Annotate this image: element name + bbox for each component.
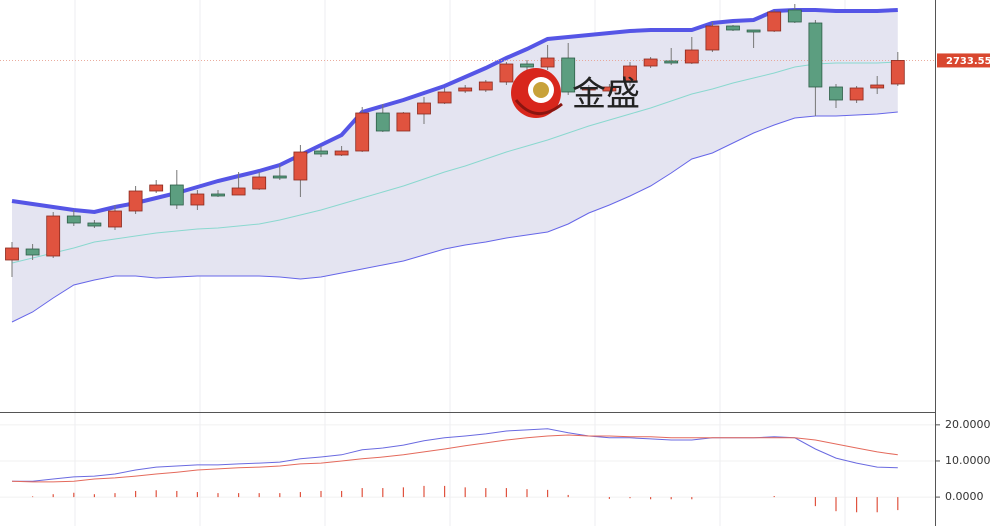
candle-body — [334, 150, 349, 156]
candle-body — [808, 22, 823, 88]
candle-body — [149, 184, 164, 192]
candle-body — [540, 57, 555, 68]
middle-band — [11, 61, 898, 264]
candle-body — [829, 86, 843, 101]
candle-body — [890, 60, 905, 85]
macd-line — [11, 434, 898, 483]
y-tick-label: 10.0000 — [945, 454, 990, 467]
candle-body — [581, 87, 596, 91]
candle-body — [478, 81, 493, 91]
candle-body — [458, 87, 473, 92]
candle-body — [211, 193, 225, 197]
candle-body — [643, 58, 658, 67]
candle-body — [499, 63, 514, 83]
upper-band — [11, 8, 898, 215]
candle-body — [87, 222, 102, 227]
candle-body — [25, 248, 40, 256]
candle-body — [355, 112, 370, 152]
candle-body — [417, 102, 431, 115]
price-label-box — [937, 53, 990, 68]
candle-body — [396, 112, 411, 132]
plot — [0, 4, 935, 513]
lower-band — [11, 111, 898, 323]
candle-body — [190, 193, 205, 206]
candle-body — [169, 184, 184, 206]
candle-body — [746, 29, 761, 33]
candle-body — [849, 87, 864, 101]
candle-body — [561, 57, 576, 93]
candle-body — [767, 11, 782, 32]
candle-body — [520, 63, 534, 68]
band-fill — [12, 10, 898, 322]
logo — [511, 68, 563, 118]
candle-body — [375, 112, 390, 132]
candle-body — [231, 187, 246, 196]
candle-body — [684, 49, 699, 64]
candle-body — [705, 25, 720, 51]
candle-body — [623, 65, 637, 83]
candle-body — [46, 215, 61, 257]
candle-body — [664, 60, 679, 64]
candle-body — [602, 86, 617, 92]
y-tick-label: 20.0000 — [945, 418, 990, 431]
candle-body — [252, 176, 267, 190]
candle-body — [66, 215, 81, 224]
candle-body — [726, 25, 740, 31]
candle-body — [787, 9, 802, 23]
watermark: 金盛 — [572, 75, 640, 115]
candle-body — [437, 91, 452, 104]
candle-body — [128, 190, 143, 212]
candle-body — [293, 151, 308, 181]
candle-body — [108, 210, 122, 228]
candle-body — [870, 84, 885, 89]
candle-body — [5, 247, 19, 261]
y-tick-label: 0.0000 — [945, 490, 984, 503]
candle-body — [314, 150, 328, 155]
price-label: 2733.55 — [946, 56, 990, 67]
candle-body — [272, 175, 287, 179]
